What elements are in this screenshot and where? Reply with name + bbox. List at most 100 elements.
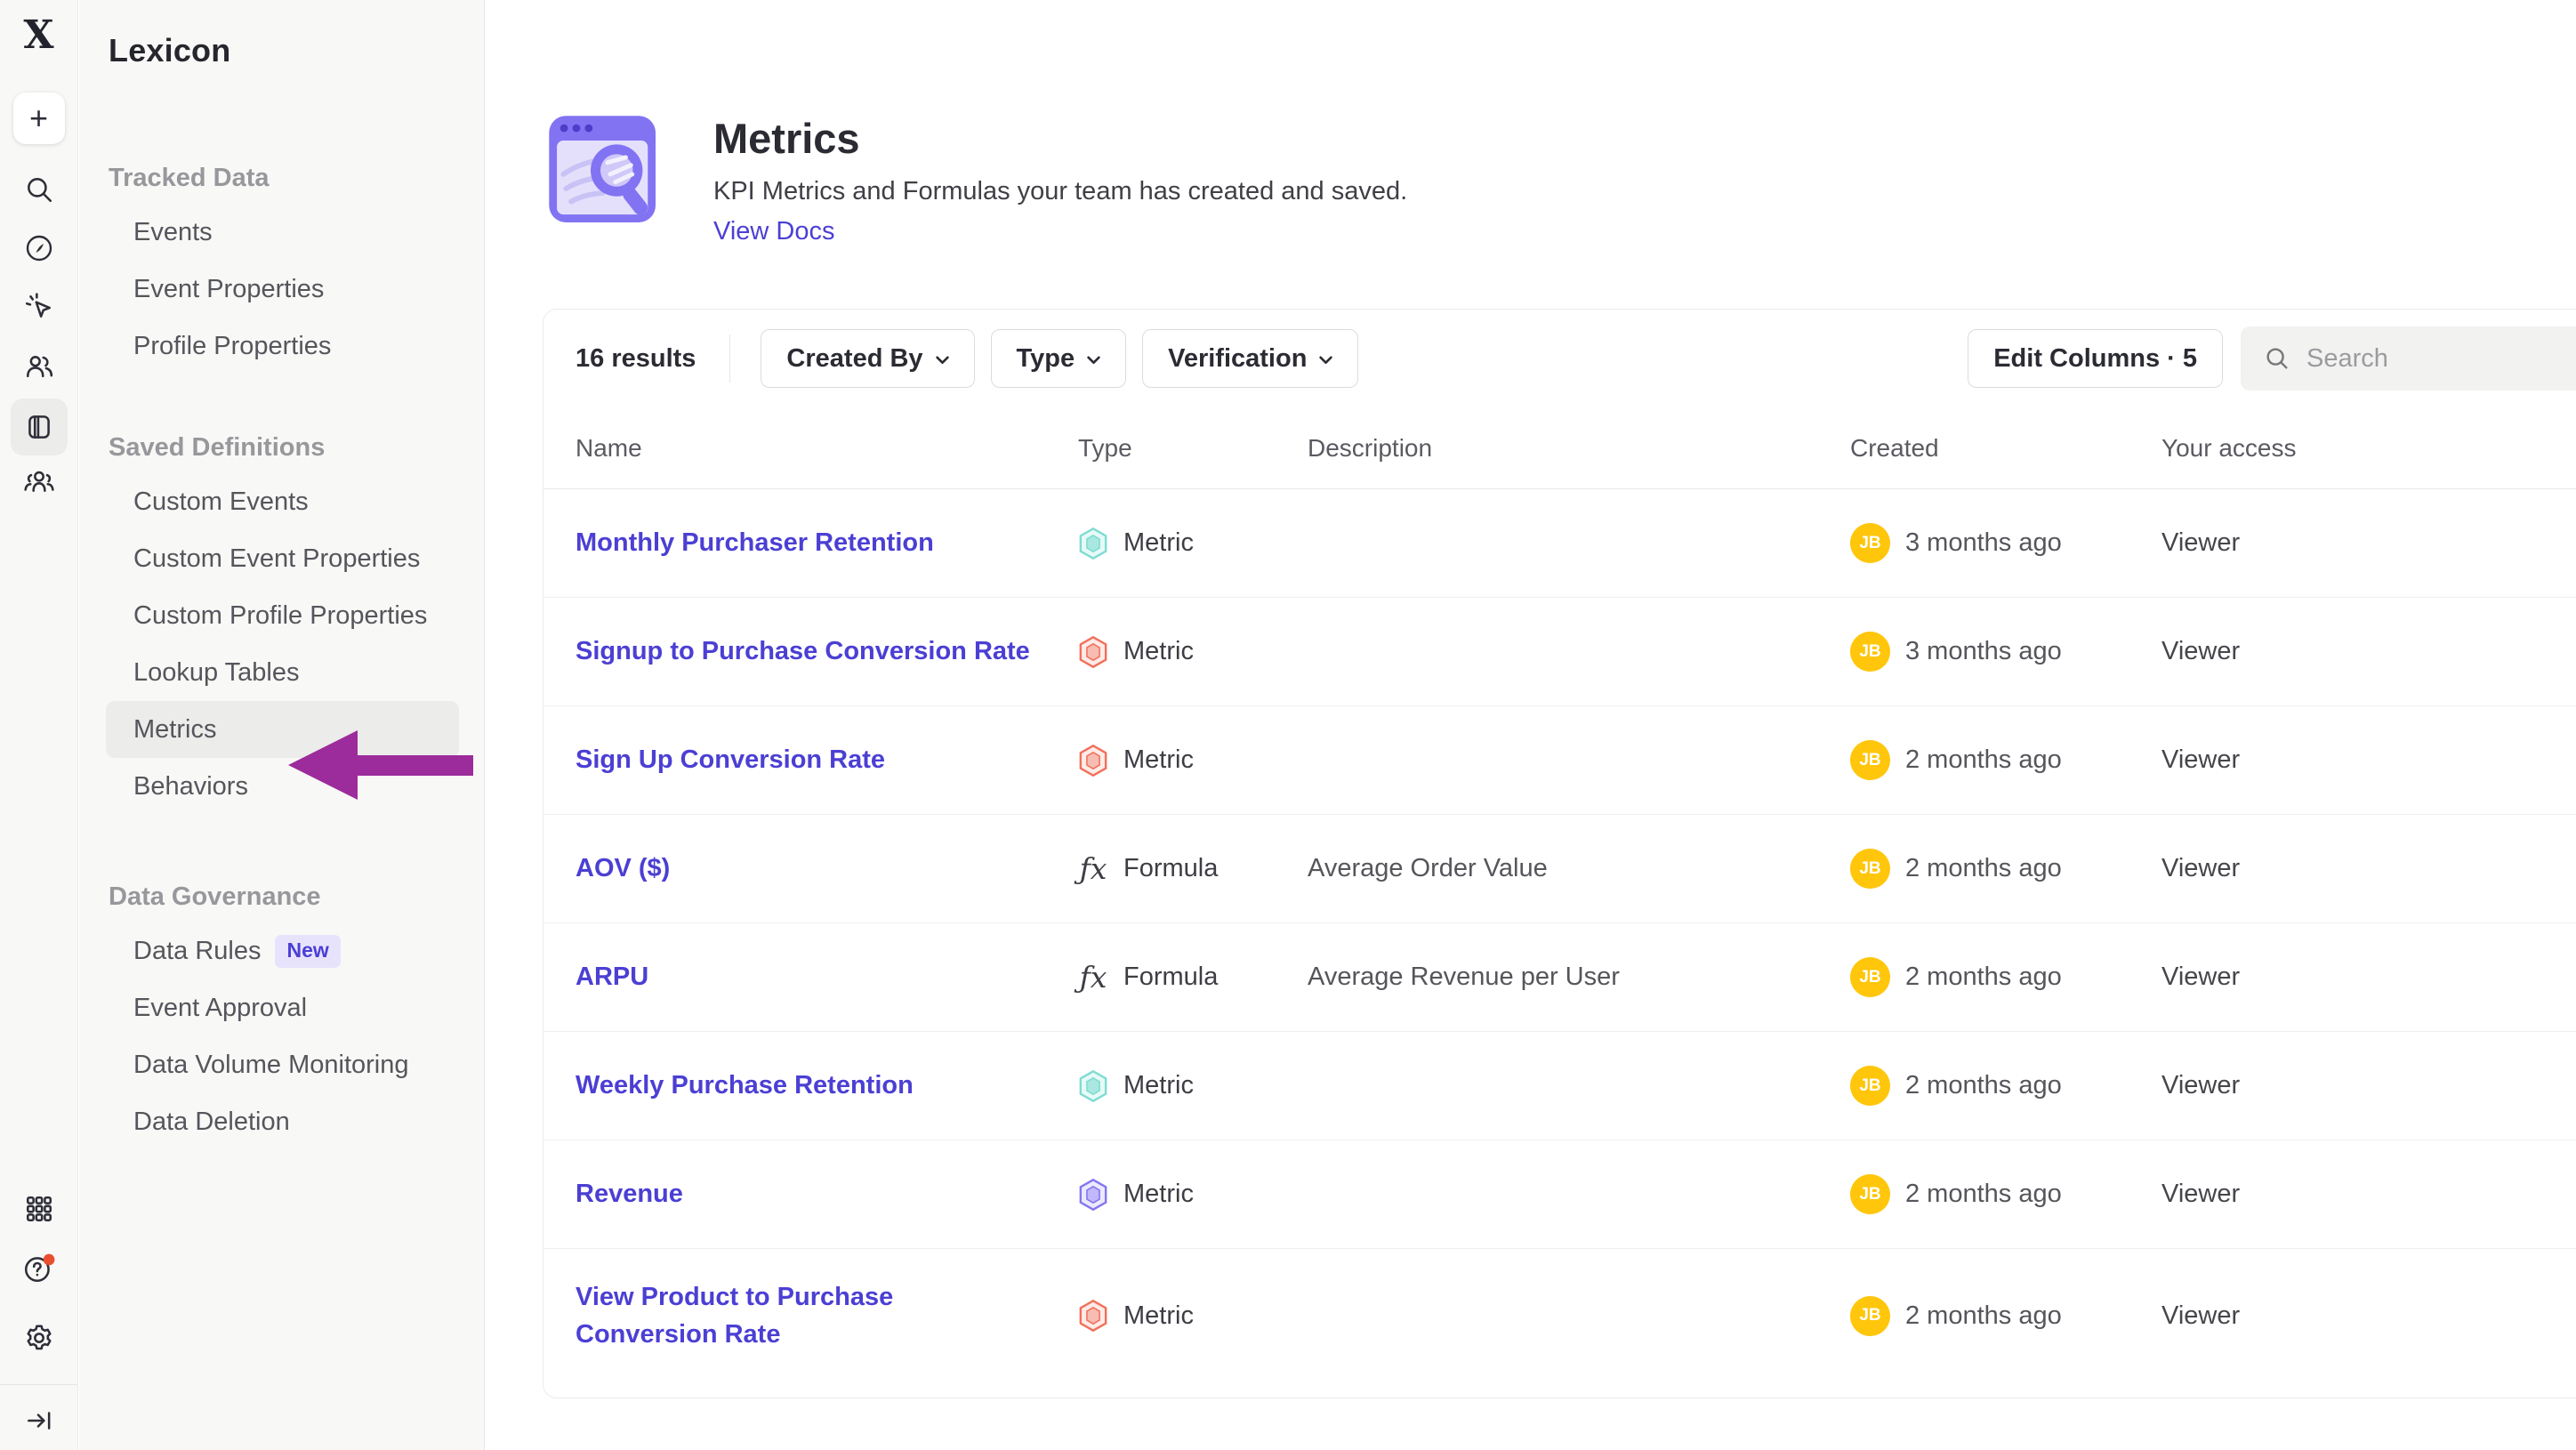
created-label: 2 months ago: [1905, 1071, 2062, 1100]
create-button[interactable]: +: [12, 93, 65, 144]
edit-columns-button[interactable]: Edit Columns · 5: [1968, 329, 2223, 388]
rail-lexicon-button-active[interactable]: [10, 399, 68, 455]
metric-link[interactable]: Sign Up Conversion Rate: [576, 745, 886, 775]
section-saved-definitions: Saved Definitions: [109, 433, 326, 462]
type-label: Metric: [1123, 637, 1194, 665]
sidebar-title: Lexicon: [109, 32, 231, 68]
created-label: 2 months ago: [1905, 1301, 2062, 1330]
chevron-down-icon: [935, 356, 949, 364]
column-header-access[interactable]: Your access: [2161, 433, 2297, 462]
avatar: JB: [1850, 1295, 1890, 1336]
collapse-arrow-icon: [27, 1412, 50, 1430]
rail-settings-button[interactable]: [23, 1322, 55, 1354]
filter-type[interactable]: Type: [990, 329, 1127, 388]
sidebar-item-data-rules[interactable]: Data Rules New: [106, 922, 459, 979]
created-label: 2 months ago: [1905, 1180, 2062, 1208]
table-row: ARPU ƒx Formula Average Revenue per User…: [543, 923, 2576, 1032]
table-row: Weekly Purchase Retention Metric JB 2 mon…: [543, 1032, 2576, 1140]
sidebar-item-custom-event-properties[interactable]: Custom Event Properties: [133, 544, 421, 573]
sidebar-item-lookup-tables[interactable]: Lookup Tables: [133, 657, 300, 687]
created-label: 2 months ago: [1905, 745, 2062, 774]
filter-verification[interactable]: Verification: [1142, 329, 1359, 388]
type-label: Metric: [1123, 1301, 1194, 1330]
rail-apps-button[interactable]: [24, 1194, 54, 1224]
gear-icon: [26, 1325, 52, 1350]
metric-hexagon-purple-icon: [1079, 1178, 1107, 1211]
sidebar-item-event-approval[interactable]: Event Approval: [133, 993, 308, 1022]
metric-link[interactable]: Weekly Purchase Retention: [576, 1071, 914, 1100]
new-badge: New: [275, 934, 341, 968]
type-label: Formula: [1123, 963, 1219, 991]
table-row: Signup to Purchase Conversion Rate Metri…: [543, 598, 2576, 706]
sidebar-item-behaviors[interactable]: Behaviors: [133, 771, 248, 801]
table-row: Monthly Purchaser Retention Metric JB 3 m…: [543, 489, 2576, 598]
description-cell: Average Order Value: [1308, 854, 1548, 882]
metric-hexagon-teal-icon: [1079, 1069, 1107, 1102]
sidebar-item-events[interactable]: Events: [133, 217, 213, 246]
metric-hexagon-red-icon: [1079, 744, 1107, 777]
users-icon: [26, 356, 52, 377]
formula-link[interactable]: AOV ($): [576, 854, 671, 883]
avatar: JB: [1850, 1174, 1890, 1214]
rail-divider: [0, 1384, 77, 1385]
metric-hexagon-red-icon: [1079, 635, 1107, 668]
created-label: 3 months ago: [1905, 528, 2062, 557]
search-input[interactable]: [2306, 343, 2573, 374]
type-label: Metric: [1123, 1180, 1194, 1208]
compass-icon: [26, 235, 52, 262]
plus-icon: +: [28, 100, 49, 136]
metrics-table-card: 16 results Created By Type Verification …: [543, 309, 2576, 1398]
search-icon: [2266, 348, 2288, 369]
sidebar-item-event-properties[interactable]: Event Properties: [133, 274, 325, 303]
rail-help-button[interactable]: [22, 1253, 56, 1285]
created-label: 2 months ago: [1905, 854, 2062, 882]
table-row: Revenue Metric JB 2 months ago Viewer: [543, 1140, 2576, 1249]
filter-created-by[interactable]: Created By: [761, 329, 975, 388]
mixpanel-logo-icon[interactable]: X: [23, 12, 54, 58]
rail-events-button[interactable]: [24, 292, 54, 322]
avatar: JB: [1850, 740, 1890, 780]
rail-cohorts-button[interactable]: [23, 466, 55, 496]
sidebar-item-data-volume-monitoring[interactable]: Data Volume Monitoring: [133, 1050, 409, 1079]
rail-search-button[interactable]: [24, 174, 54, 205]
column-header-description[interactable]: Description: [1308, 433, 1433, 462]
created-label: 2 months ago: [1905, 963, 2062, 991]
column-header-type[interactable]: Type: [1078, 433, 1132, 462]
main-content: Metrics KPI Metrics and Formulas your te…: [486, 0, 2576, 1450]
access-label: Viewer: [2161, 528, 2241, 557]
page-subtitle: KPI Metrics and Formulas your team has c…: [713, 177, 1408, 205]
formula-link[interactable]: ARPU: [576, 963, 649, 992]
lexicon-book-icon: [28, 415, 50, 439]
table-row: Sign Up Conversion Rate Metric JB 2 month…: [543, 706, 2576, 815]
type-label: Metric: [1123, 1071, 1194, 1100]
access-label: Viewer: [2161, 963, 2241, 991]
metric-link[interactable]: Monthly Purchaser Retention: [576, 528, 934, 558]
results-count: 16 results: [576, 343, 696, 373]
metric-link[interactable]: Signup to Purchase Conversion Rate: [576, 637, 1030, 666]
metrics-page-icon: [549, 116, 656, 222]
sidebar-item-custom-profile-properties[interactable]: Custom Profile Properties: [133, 600, 428, 630]
view-docs-link[interactable]: View Docs: [713, 217, 835, 246]
rail-collapse-button[interactable]: [24, 1406, 54, 1436]
rail-boards-button[interactable]: [24, 233, 54, 263]
sidebar-item-profile-properties[interactable]: Profile Properties: [133, 331, 332, 360]
search-icon: [27, 178, 52, 203]
sidebar-item-custom-events[interactable]: Custom Events: [133, 487, 309, 516]
chevron-down-icon: [1087, 356, 1100, 364]
sidebar-item-data-deletion[interactable]: Data Deletion: [133, 1107, 290, 1136]
table-row: View Product to Purchase Conversion Rate…: [543, 1249, 2576, 1382]
rail-users-button[interactable]: [24, 350, 54, 381]
created-label: 3 months ago: [1905, 637, 2062, 665]
chevron-down-icon: [1319, 356, 1333, 364]
avatar: JB: [1850, 1066, 1890, 1106]
search-box[interactable]: [2241, 326, 2576, 391]
column-header-created[interactable]: Created: [1850, 433, 1939, 462]
metric-link[interactable]: Revenue: [576, 1180, 683, 1209]
sidebar-item-metrics[interactable]: Metrics: [106, 701, 459, 758]
avatar: JB: [1850, 957, 1890, 997]
apps-grid-icon: [26, 1196, 52, 1222]
metric-link[interactable]: View Product to Purchase Conversion Rate: [576, 1282, 894, 1349]
column-header-name[interactable]: Name: [576, 433, 642, 462]
section-data-governance: Data Governance: [109, 882, 321, 911]
access-label: Viewer: [2161, 1180, 2241, 1208]
